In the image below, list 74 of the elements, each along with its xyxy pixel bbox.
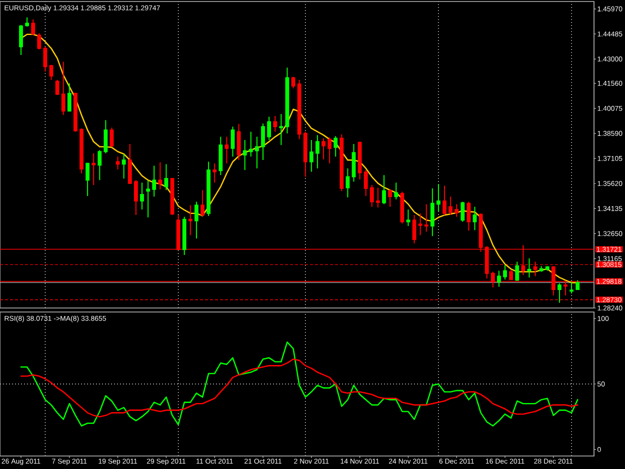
candlestick	[206, 161, 211, 217]
candlestick	[346, 168, 350, 198]
candlestick	[322, 138, 326, 160]
candlestick	[454, 204, 459, 218]
candlestick	[37, 32, 42, 50]
candlestick	[358, 141, 362, 180]
candlestick	[86, 162, 90, 196]
candlestick	[545, 266, 550, 272]
candlestick	[460, 201, 465, 222]
candlestick	[376, 187, 380, 208]
candlestick	[527, 258, 532, 278]
candlestick	[31, 18, 36, 36]
candlestick	[182, 216, 186, 256]
candlestick	[267, 116, 272, 140]
candlestick	[328, 136, 332, 164]
candlestick	[261, 122, 265, 161]
candlestick	[388, 188, 392, 208]
candlestick	[406, 208, 410, 227]
candlestick	[370, 184, 374, 208]
candlestick	[515, 261, 520, 282]
candlestick	[122, 153, 126, 179]
candlestick	[576, 280, 580, 290]
candlestick	[212, 162, 217, 184]
candlestick	[442, 185, 446, 216]
candlestick	[382, 174, 386, 205]
candlestick	[128, 144, 132, 185]
candlestick	[303, 131, 308, 178]
candlestick	[279, 114, 284, 146]
candlestick	[19, 24, 23, 56]
candlestick	[255, 136, 259, 169]
candlestick	[92, 152, 96, 186]
candlestick	[104, 120, 108, 154]
candlestick	[200, 190, 204, 217]
candlestick	[134, 180, 138, 216]
candlestick	[316, 134, 320, 169]
candlestick	[80, 128, 84, 174]
candlestick	[224, 136, 229, 164]
candlestick	[273, 116, 278, 132]
candlestick	[188, 204, 192, 236]
candlestick	[539, 266, 544, 272]
candlestick	[364, 170, 368, 196]
candlestick	[25, 16, 29, 28]
candlestick	[73, 92, 78, 132]
candlestick	[472, 206, 477, 231]
candlestick	[436, 184, 440, 212]
candlestick	[334, 136, 338, 158]
candlestick	[146, 180, 150, 218]
candlestick	[98, 150, 102, 181]
candlestick	[164, 164, 168, 191]
candlestick	[503, 264, 507, 280]
candlestick	[218, 136, 223, 176]
candlestick	[236, 123, 241, 161]
candlestick	[248, 131, 253, 158]
candlestick	[497, 270, 501, 288]
candlestick	[242, 139, 247, 171]
candlestick	[424, 204, 428, 232]
candlestick	[430, 188, 434, 237]
candlestick	[558, 282, 562, 304]
candlestick	[340, 134, 344, 192]
candlestick	[67, 82, 72, 112]
candlestick	[152, 165, 156, 198]
candlestick	[61, 61, 66, 116]
candlestick	[394, 182, 398, 200]
candlestick	[570, 281, 574, 294]
candlestick	[400, 191, 404, 224]
candlestick	[43, 46, 48, 72]
candlestick	[194, 201, 198, 239]
candlestick	[158, 162, 162, 190]
candlestick	[297, 79, 302, 140]
candlestick	[309, 139, 314, 172]
candlestick	[116, 156, 120, 170]
candlestick	[140, 182, 144, 210]
candlestick	[418, 212, 422, 236]
candlestick	[448, 196, 453, 216]
